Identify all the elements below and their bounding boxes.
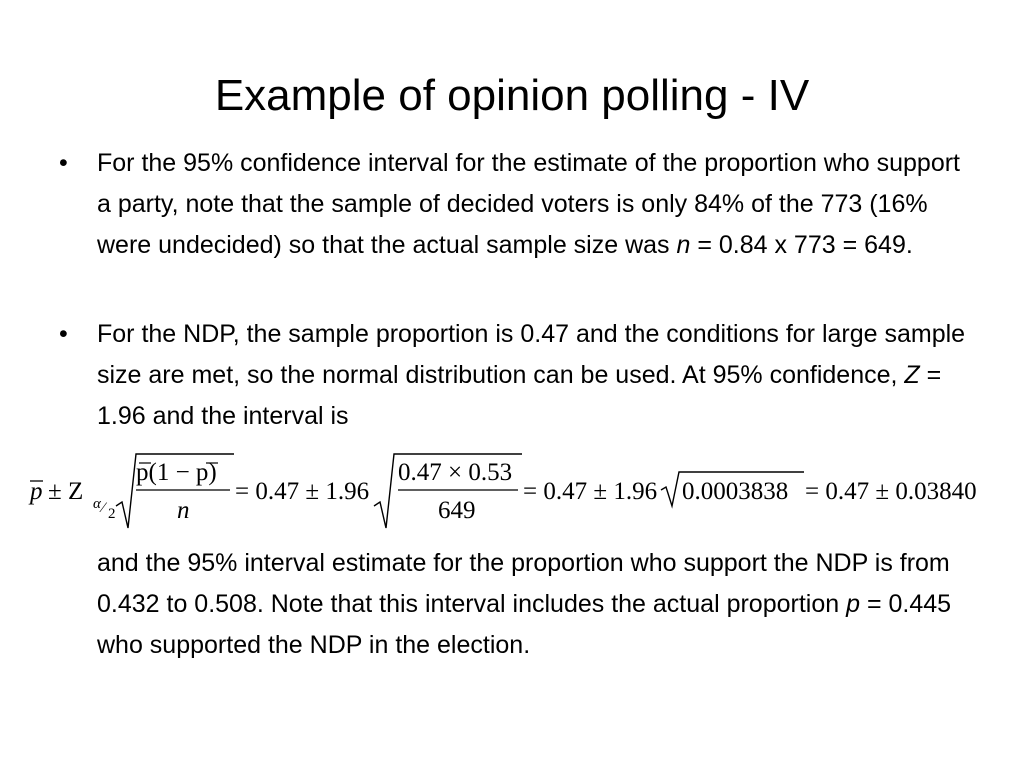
- bullet-item-sample-size: • For the 95% confidence interval for the…: [59, 143, 977, 266]
- formula-eq3: = 0.47 ± 0.03840: [805, 478, 977, 505]
- bullet-item-ndp-proportion: • For the NDP, the sample proportion is 0…: [59, 314, 977, 437]
- formula-frac1-denominator: n: [177, 497, 190, 524]
- bullet-marker: •: [59, 149, 68, 177]
- radical-sign: [660, 471, 804, 509]
- radical-sign: [115, 453, 234, 529]
- confidence-interval-formula: p ± Z α ⁄ 2 p(1 − p) n = 0.47 ± 1.96 0.4…: [28, 450, 1008, 532]
- formula-subscript-two: 2: [108, 506, 116, 522]
- formula-subscript-alpha: α: [93, 496, 102, 512]
- radical-sign: [373, 453, 522, 529]
- bullet-text: For the 95% confidence interval for the …: [97, 149, 960, 259]
- closing-paragraph: and the 95% interval estimate for the pr…: [97, 543, 977, 666]
- formula-p-bar: p: [28, 478, 43, 505]
- bullet-text: For the NDP, the sample proportion is 0.…: [97, 320, 966, 389]
- formula-radicand: 0.0003838: [682, 478, 788, 505]
- formula-subscript-slash: ⁄: [99, 500, 108, 516]
- formula-eq1: = 0.47 ± 1.96: [235, 478, 369, 505]
- italic-variable-n: n: [676, 231, 691, 259]
- formula-frac2-numerator: 0.47 × 0.53: [398, 459, 512, 486]
- bullet-text-end: = 1.96 and the interval is: [97, 361, 942, 430]
- bullet-marker: •: [59, 320, 68, 348]
- formula-frac2-denominator: 649: [438, 497, 476, 524]
- italic-variable-z: Z: [904, 361, 920, 389]
- slide-title: Example of opinion polling - IV: [214, 71, 810, 120]
- formula-eq2: = 0.47 ± 1.96: [523, 478, 657, 505]
- bullet-text-end: = 0.84 x 773 = 649.: [690, 231, 913, 259]
- formula-pm-z: ± Z: [48, 478, 83, 505]
- closing-text: and the 95% interval estimate for the pr…: [97, 549, 950, 618]
- closing-text-end: = 0.445 who supported the NDP in the ele…: [97, 590, 952, 659]
- italic-variable-p: p: [846, 590, 860, 618]
